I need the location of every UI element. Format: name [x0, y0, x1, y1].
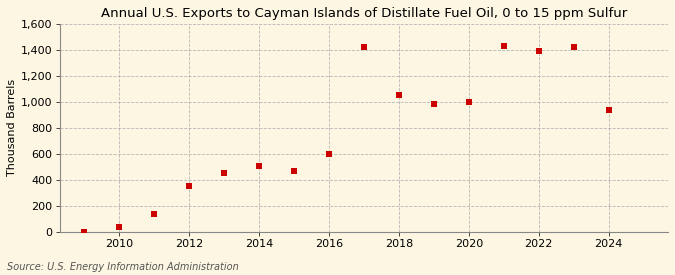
Point — [184, 184, 194, 189]
Y-axis label: Thousand Barrels: Thousand Barrels — [7, 79, 17, 177]
Point — [323, 152, 334, 156]
Point — [254, 163, 265, 168]
Point — [568, 45, 579, 50]
Point — [288, 169, 299, 173]
Point — [429, 102, 439, 107]
Point — [394, 93, 404, 98]
Text: Source: U.S. Energy Information Administration: Source: U.S. Energy Information Administ… — [7, 262, 238, 272]
Point — [219, 171, 230, 175]
Point — [148, 211, 159, 216]
Point — [533, 49, 544, 53]
Title: Annual U.S. Exports to Cayman Islands of Distillate Fuel Oil, 0 to 15 ppm Sulfur: Annual U.S. Exports to Cayman Islands of… — [101, 7, 627, 20]
Point — [358, 45, 369, 50]
Point — [498, 44, 509, 48]
Point — [463, 100, 474, 104]
Point — [79, 230, 90, 234]
Point — [113, 224, 124, 229]
Point — [603, 108, 614, 112]
